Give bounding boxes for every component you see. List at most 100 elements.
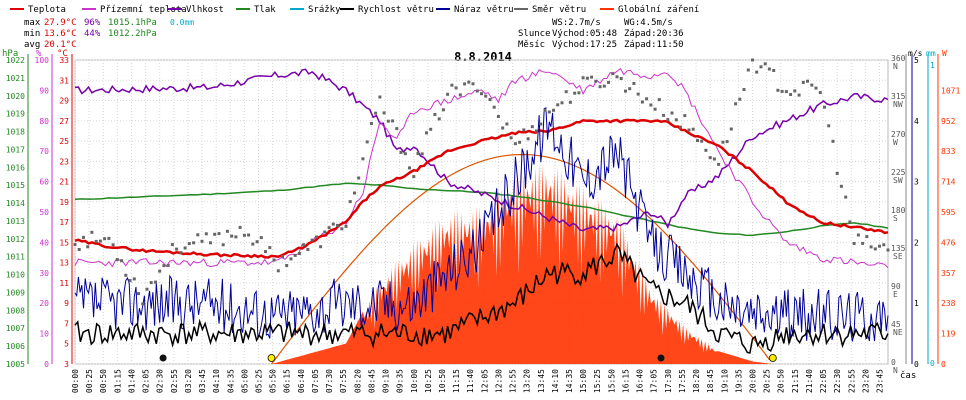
y-tick-w: 0 <box>941 360 946 369</box>
x-tick-label: 20:50 <box>777 369 786 393</box>
y-tick-dir-name: W <box>893 138 898 147</box>
x-tick-label: 22:05 <box>819 369 828 393</box>
y-tick-dir-deg: 360 <box>891 54 906 63</box>
wind-direction-point <box>522 128 526 132</box>
y-tick-w: 119 <box>941 330 956 339</box>
x-tick-label: 02:55 <box>170 369 179 393</box>
y-tick-dir-deg: 0 <box>891 358 896 367</box>
stats-block: max 27.9°C 96% 1015.1hPa 0.0mm min 13.6°… <box>24 18 194 50</box>
moon-marker <box>159 354 167 362</box>
y-tick-ms: 4 <box>914 117 919 126</box>
wind-direction-point <box>772 69 776 72</box>
stat-min-hum: 44% <box>84 29 101 39</box>
wind-direction-point <box>399 150 403 154</box>
wind-direction-point <box>281 255 284 259</box>
wind-direction-point <box>327 226 331 230</box>
wind-direction-point <box>446 92 450 96</box>
y-tick-degc: 29 <box>59 97 69 106</box>
x-tick-label: 21:40 <box>805 369 814 393</box>
wind-direction-point <box>467 80 471 84</box>
wind-direction-point <box>285 264 289 267</box>
x-tick-label: 18:45 <box>706 369 715 393</box>
x-tick-label: 19:10 <box>720 369 729 393</box>
y-tick-hpa: 1017 <box>6 145 25 154</box>
wind-direction-point <box>90 230 94 234</box>
series-pressure <box>74 182 889 237</box>
y-tick-ms: 2 <box>914 238 919 247</box>
wind-direction-point <box>628 87 632 91</box>
wind-direction-point <box>221 243 225 247</box>
wind-direction-point <box>154 280 157 284</box>
info-wg: WG:4.5m/s <box>624 18 673 28</box>
wind-direction-point <box>657 98 661 102</box>
y-tick-dir-name: SE <box>893 252 903 261</box>
y-tick-w: 357 <box>941 269 956 278</box>
x-tick-label: 02:30 <box>156 369 165 393</box>
y-tick-hpa: 1014 <box>6 199 25 208</box>
x-tick-label: 10:25 <box>424 369 433 393</box>
wind-direction-point <box>585 76 589 80</box>
wind-direction-point <box>86 245 90 249</box>
wind-direction-point <box>73 243 77 246</box>
wind-direction-point <box>700 139 704 143</box>
series-radiation-area <box>271 162 773 364</box>
wind-direction-point <box>234 235 238 239</box>
wind-direction-point <box>696 139 699 142</box>
wind-direction-point <box>712 157 716 161</box>
x-tick-label: 22:55 <box>847 369 856 393</box>
axes: 00:00 00:25 00:50 01:15 01:40 02:05 02:30 02:55… <box>2 49 960 393</box>
wind-direction-point <box>590 75 594 79</box>
wind-direction-point <box>886 248 890 252</box>
y-tick-dir-deg: 270 <box>891 130 906 139</box>
y-tick-w: 595 <box>941 208 956 217</box>
y-tick-degc: 31 <box>59 76 69 85</box>
sun-marker <box>267 354 276 362</box>
wind-direction-point <box>412 175 416 179</box>
y-tick-pct: 60 <box>39 178 49 187</box>
info-ws: WS:2.7m/s <box>552 18 601 28</box>
x-tick-label: 03:20 <box>184 369 193 393</box>
wind-direction-point <box>331 222 335 226</box>
x-tick-label: 11:40 <box>466 369 475 393</box>
axis-unit-pct: % <box>36 49 42 59</box>
wind-direction-point <box>340 227 344 231</box>
wind-direction-point <box>120 259 124 263</box>
wind-direction-point <box>386 119 390 123</box>
wind-direction-point <box>420 152 424 156</box>
y-tick-degc: 33 <box>59 56 69 65</box>
wind-direction-point <box>403 152 407 156</box>
y-tick-hpa: 1010 <box>6 271 25 280</box>
wind-direction-point <box>437 117 441 121</box>
sun-moon-info: WS:2.7m/s WG:4.5m/s Slunce Východ:05:48 … <box>518 18 684 50</box>
y-tick-dir-name: NW <box>893 100 903 109</box>
x-tick-label: 07:55 <box>339 369 348 393</box>
wind-direction-point <box>882 243 886 247</box>
wind-direction-point <box>598 85 602 89</box>
wind-direction-point <box>492 105 496 109</box>
wind-direction-point <box>839 184 843 188</box>
wind-direction-point <box>484 94 488 98</box>
x-tick-label: 07:30 <box>325 369 334 393</box>
wind-direction-point <box>361 157 365 161</box>
x-tick-label: 18:20 <box>692 369 701 393</box>
wind-direction-point <box>501 126 505 130</box>
y-tick-hpa: 1009 <box>6 288 25 297</box>
y-tick-mm: 1 <box>930 61 935 70</box>
wind-direction-point <box>149 281 153 285</box>
legend-item: Globální záření <box>618 5 699 15</box>
x-axis-label: čas <box>900 370 916 381</box>
stat-avg-label: avg <box>24 40 40 50</box>
y-tick-w: 238 <box>941 299 956 308</box>
x-tick-label: 02:05 <box>142 369 151 393</box>
x-tick-label: 13:45 <box>537 369 546 393</box>
wind-direction-point <box>310 238 314 242</box>
wind-direction-point <box>132 277 136 281</box>
y-tick-hpa: 1011 <box>6 253 25 262</box>
x-tick-label: 05:00 <box>240 369 249 393</box>
x-tick-label: 05:25 <box>254 369 263 393</box>
wind-direction-point <box>662 113 666 117</box>
wind-direction-point <box>111 243 115 247</box>
wind-direction-point <box>653 107 657 111</box>
info-slunce-label: Slunce <box>518 29 551 39</box>
